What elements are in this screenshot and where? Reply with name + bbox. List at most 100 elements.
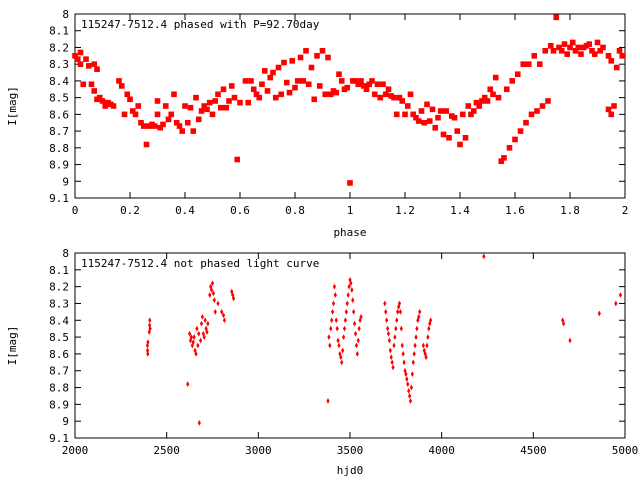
- data-point: [454, 128, 461, 134]
- data-point: [303, 48, 309, 54]
- y-axis-label: I[mag]: [6, 86, 19, 126]
- data-point: [572, 48, 579, 54]
- data-point: [116, 78, 122, 84]
- data-point: [417, 314, 421, 320]
- data-point: [231, 94, 238, 101]
- data-point: [200, 314, 205, 320]
- data-point: [341, 347, 345, 354]
- data-point: [435, 114, 441, 121]
- data-point: [408, 398, 413, 404]
- data-point: [162, 103, 169, 109]
- x-tick-label: 2: [622, 204, 629, 217]
- data-point: [608, 111, 615, 118]
- x-tick-label: 1.2: [395, 204, 415, 217]
- data-point: [523, 119, 529, 126]
- data-point: [330, 308, 335, 315]
- y-tick-label: 8.9: [49, 159, 69, 172]
- data-point: [397, 300, 402, 307]
- data-point: [341, 334, 346, 340]
- data-point: [385, 86, 392, 93]
- data-point: [191, 339, 195, 346]
- data-point: [154, 98, 161, 104]
- data-point: [124, 91, 131, 98]
- data-point: [487, 86, 494, 93]
- data-point: [520, 61, 527, 67]
- x-tick-label: 1.4: [450, 204, 470, 217]
- data-point: [173, 119, 180, 126]
- data-point: [237, 99, 243, 106]
- data-point: [253, 91, 260, 98]
- data-point: [418, 108, 425, 114]
- data-point: [129, 108, 136, 114]
- data-point: [197, 419, 201, 426]
- data-point: [327, 91, 334, 98]
- y-tick-label: 9.1: [49, 432, 69, 445]
- data-point: [311, 96, 318, 103]
- data-point: [561, 41, 568, 47]
- data-point: [591, 51, 598, 57]
- y-tick-label: 8.2: [49, 281, 69, 294]
- data-point: [545, 98, 551, 104]
- data-point: [512, 136, 518, 143]
- data-point: [355, 81, 362, 88]
- x-tick-label: 4000: [428, 444, 455, 457]
- data-point: [412, 351, 416, 357]
- data-point: [600, 44, 606, 51]
- data-point: [371, 91, 378, 98]
- data-point: [91, 61, 98, 67]
- data-point: [611, 103, 617, 109]
- data-point: [165, 116, 172, 123]
- data-point: [481, 94, 488, 101]
- data-point: [342, 325, 347, 332]
- data-point: [182, 103, 188, 109]
- data-point: [396, 94, 403, 101]
- data-point: [613, 64, 620, 71]
- y-tick-label: 8.4: [49, 75, 69, 88]
- data-point: [211, 290, 216, 297]
- data-point: [534, 108, 540, 114]
- data-point: [74, 56, 81, 62]
- data-point: [286, 89, 293, 96]
- data-point: [193, 94, 199, 101]
- data-point: [338, 78, 345, 84]
- data-point: [140, 123, 147, 129]
- data-point: [118, 83, 125, 89]
- phased-light-curve-panel: 0 0.2 0.4 0.6 0.8 1 1.2 1.4 1.6 1.8 2 8 8.1 8.2 8.3 8.4…: [6, 8, 628, 239]
- data-point: [205, 329, 209, 335]
- data-point: [597, 48, 604, 54]
- data-point: [202, 334, 206, 340]
- data-point: [259, 81, 265, 88]
- data-point: [347, 180, 353, 186]
- data-point: [197, 330, 201, 337]
- data-point: [160, 121, 166, 128]
- data-point: [132, 111, 139, 118]
- data-point: [340, 359, 344, 366]
- data-point: [85, 63, 92, 69]
- data-point: [187, 330, 192, 337]
- data-point: [421, 119, 428, 126]
- data-point: [242, 78, 249, 84]
- data-point: [424, 101, 430, 108]
- data-point: [411, 359, 415, 366]
- data-point: [459, 111, 466, 118]
- data-point: [336, 71, 342, 78]
- chart-title: 115247-7512.4 not phased light curve: [81, 257, 319, 270]
- data-point: [148, 325, 152, 332]
- data-point: [414, 334, 418, 340]
- data-point: [256, 94, 263, 101]
- data-point: [314, 53, 320, 59]
- data-point: [383, 300, 387, 307]
- data-point: [407, 388, 411, 394]
- data-point: [558, 48, 565, 54]
- data-point: [264, 88, 271, 94]
- data-point: [338, 351, 342, 357]
- data-point: [586, 41, 593, 47]
- data-point: [352, 78, 359, 84]
- data-point: [358, 78, 364, 84]
- data-point: [335, 325, 339, 332]
- data-point: [568, 337, 572, 344]
- data-point: [347, 283, 351, 290]
- data-point: [194, 351, 198, 357]
- data-point: [319, 48, 326, 54]
